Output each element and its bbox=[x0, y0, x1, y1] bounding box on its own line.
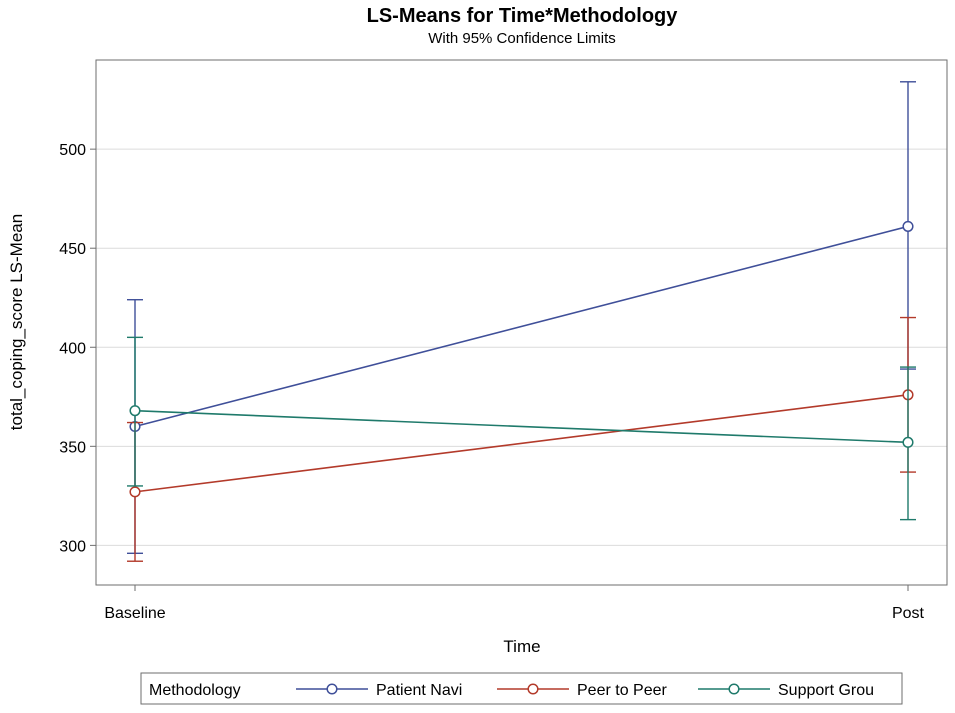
data-point bbox=[902, 220, 914, 232]
data-point bbox=[902, 436, 914, 448]
x-axis: Baseline Post bbox=[104, 585, 925, 622]
legend-swatch-marker bbox=[326, 683, 338, 695]
y-tick-label: 400 bbox=[59, 340, 86, 357]
series-line bbox=[134, 394, 909, 493]
legend-swatch-marker bbox=[527, 683, 539, 695]
series-patient-navi bbox=[127, 81, 916, 555]
data-point bbox=[129, 486, 141, 498]
legend: Methodology Patient Navi Peer to Peer Supp… bbox=[140, 672, 903, 705]
y-tick-label: 300 bbox=[59, 538, 86, 555]
y-tick-label: 500 bbox=[59, 142, 86, 159]
gridlines bbox=[96, 148, 947, 546]
legend-label: Support Grou bbox=[778, 682, 874, 699]
series-peer-to-peer bbox=[127, 316, 916, 562]
legend-label: Patient Navi bbox=[376, 682, 462, 699]
series-support-grou bbox=[127, 336, 916, 521]
chart-title: LS-Means for Time*Methodology bbox=[367, 5, 679, 27]
x-axis-label: Time bbox=[503, 637, 540, 656]
x-tick-label: Baseline bbox=[104, 605, 165, 622]
legend-swatch-marker bbox=[728, 683, 740, 695]
x-tick-label: Post bbox=[892, 605, 925, 622]
series-line bbox=[134, 409, 909, 444]
legend-frame bbox=[140, 672, 903, 705]
y-tick-label: 450 bbox=[59, 241, 86, 258]
y-axis-label: total_coping_score LS-Mean bbox=[7, 214, 26, 430]
chart-subtitle: With 95% Confidence Limits bbox=[428, 30, 616, 47]
series-line bbox=[134, 225, 909, 428]
series-layer bbox=[127, 81, 916, 562]
data-point bbox=[129, 405, 141, 417]
plot-area-frame bbox=[95, 59, 948, 586]
legend-label: Peer to Peer bbox=[577, 682, 668, 699]
y-axis: 300 350 400 450 500 bbox=[59, 142, 96, 555]
legend-title: Methodology bbox=[149, 682, 241, 699]
y-tick-label: 350 bbox=[59, 439, 86, 456]
